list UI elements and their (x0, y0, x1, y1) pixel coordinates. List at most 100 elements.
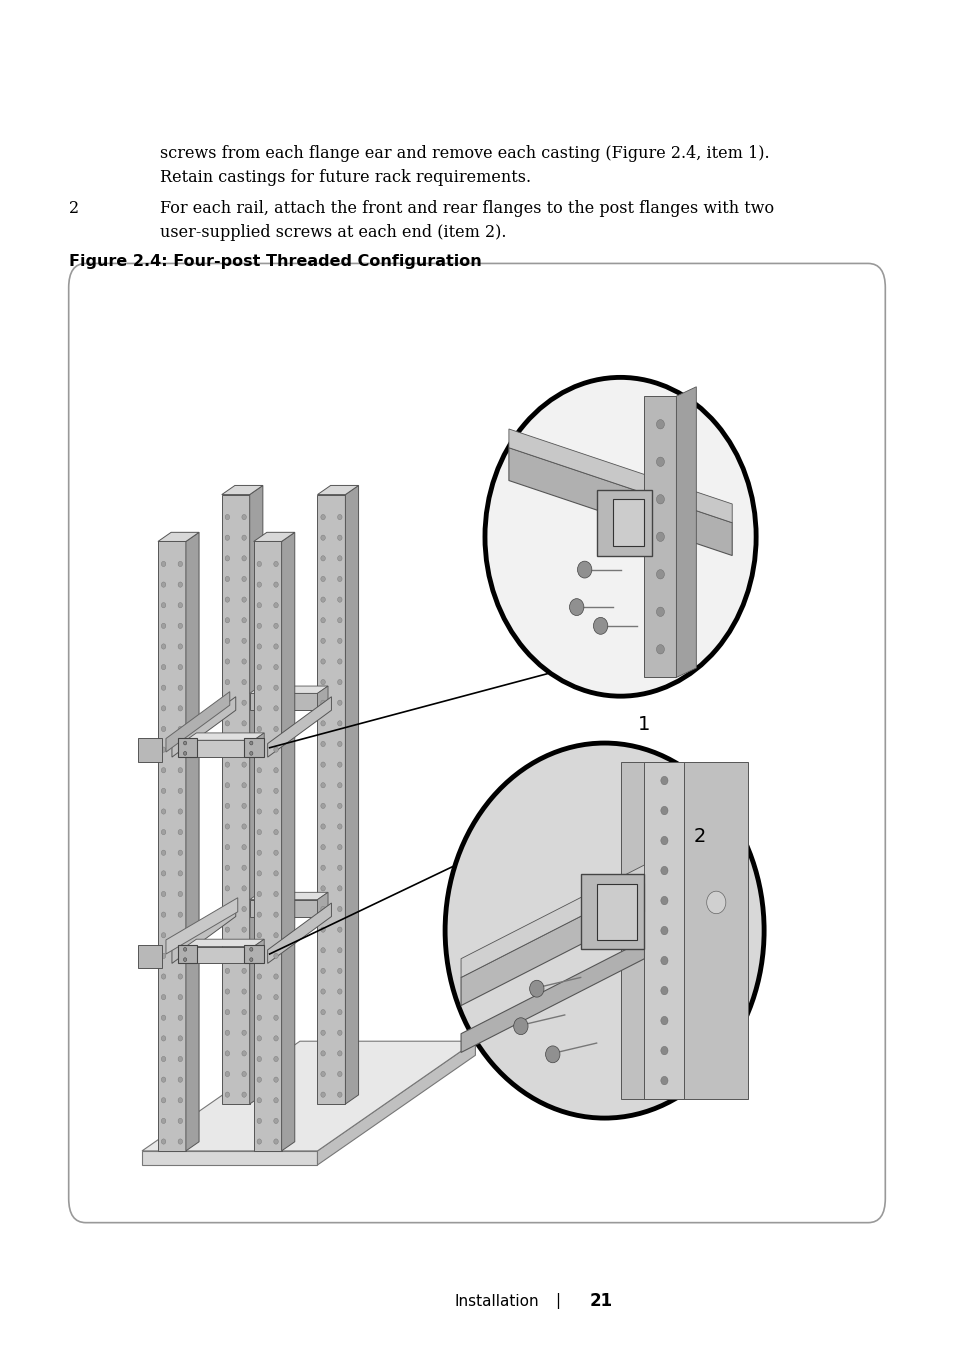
Circle shape (660, 807, 667, 815)
Polygon shape (317, 494, 345, 1104)
Polygon shape (243, 944, 263, 963)
Circle shape (225, 535, 230, 540)
Text: 2: 2 (694, 827, 706, 846)
Circle shape (274, 912, 278, 917)
Circle shape (242, 989, 246, 994)
Circle shape (337, 824, 342, 830)
Polygon shape (253, 734, 264, 757)
Polygon shape (317, 485, 358, 494)
Circle shape (660, 866, 667, 875)
Polygon shape (619, 762, 747, 1100)
Circle shape (178, 1077, 182, 1082)
Circle shape (593, 617, 607, 634)
FancyBboxPatch shape (69, 263, 884, 1223)
Circle shape (513, 1017, 528, 1035)
Circle shape (225, 1051, 230, 1056)
Circle shape (178, 1119, 182, 1124)
Circle shape (274, 871, 278, 875)
Circle shape (274, 788, 278, 793)
Circle shape (445, 743, 763, 1119)
Polygon shape (317, 1042, 475, 1165)
Circle shape (242, 1071, 246, 1077)
Circle shape (178, 850, 182, 855)
Circle shape (178, 603, 182, 608)
Circle shape (178, 1015, 182, 1020)
Polygon shape (250, 892, 328, 900)
Circle shape (337, 886, 342, 892)
Circle shape (274, 747, 278, 753)
Circle shape (161, 1119, 166, 1124)
Circle shape (656, 457, 663, 466)
Polygon shape (142, 1042, 475, 1151)
Circle shape (256, 1056, 261, 1062)
Circle shape (225, 865, 230, 870)
Circle shape (178, 788, 182, 793)
Text: Installation: Installation (454, 1293, 538, 1309)
Circle shape (242, 680, 246, 685)
Polygon shape (612, 500, 644, 546)
Circle shape (256, 1036, 261, 1042)
Polygon shape (221, 485, 263, 494)
Circle shape (225, 720, 230, 725)
Circle shape (274, 603, 278, 608)
Circle shape (660, 1077, 667, 1085)
Circle shape (320, 1009, 325, 1015)
Polygon shape (268, 697, 331, 757)
Circle shape (660, 927, 667, 935)
Circle shape (178, 809, 182, 815)
Circle shape (161, 788, 166, 793)
Circle shape (242, 927, 246, 932)
Circle shape (161, 974, 166, 979)
Circle shape (337, 989, 342, 994)
Polygon shape (172, 902, 235, 963)
Polygon shape (158, 532, 199, 542)
Circle shape (225, 577, 230, 581)
Circle shape (320, 865, 325, 870)
Circle shape (320, 824, 325, 830)
Circle shape (256, 912, 261, 917)
Text: user-supplied screws at each end (item 2).: user-supplied screws at each end (item 2… (160, 224, 506, 242)
Circle shape (660, 777, 667, 785)
Circle shape (242, 824, 246, 830)
Circle shape (274, 582, 278, 588)
Circle shape (337, 1051, 342, 1056)
Circle shape (656, 644, 663, 654)
Circle shape (242, 969, 246, 974)
Circle shape (161, 644, 166, 648)
Circle shape (225, 638, 230, 643)
Circle shape (274, 830, 278, 835)
Circle shape (242, 1051, 246, 1056)
Circle shape (161, 705, 166, 711)
Circle shape (256, 788, 261, 793)
Polygon shape (138, 739, 162, 762)
Circle shape (656, 420, 663, 430)
Circle shape (256, 1015, 261, 1020)
Circle shape (242, 638, 246, 643)
Circle shape (178, 582, 182, 588)
Circle shape (484, 377, 756, 696)
Circle shape (256, 623, 261, 628)
Text: 21: 21 (589, 1292, 612, 1310)
Polygon shape (243, 739, 263, 757)
Polygon shape (177, 944, 197, 963)
Circle shape (256, 727, 261, 732)
Circle shape (274, 932, 278, 938)
Circle shape (274, 1077, 278, 1082)
Polygon shape (345, 485, 358, 1104)
Circle shape (178, 767, 182, 773)
Text: screws from each flange ear and remove each casting (Figure 2.4, item 1).: screws from each flange ear and remove e… (160, 145, 769, 162)
Polygon shape (644, 396, 676, 677)
Polygon shape (172, 697, 235, 757)
Polygon shape (676, 386, 696, 677)
Circle shape (320, 720, 325, 725)
Text: 2: 2 (69, 200, 79, 218)
Circle shape (274, 1139, 278, 1144)
Text: Figure 2.4: Four-post Threaded Configuration: Figure 2.4: Four-post Threaded Configura… (69, 254, 481, 269)
Circle shape (242, 597, 246, 603)
Circle shape (161, 850, 166, 855)
Circle shape (274, 644, 278, 648)
Polygon shape (596, 884, 636, 940)
Circle shape (242, 844, 246, 850)
Circle shape (256, 954, 261, 958)
Circle shape (337, 1092, 342, 1097)
